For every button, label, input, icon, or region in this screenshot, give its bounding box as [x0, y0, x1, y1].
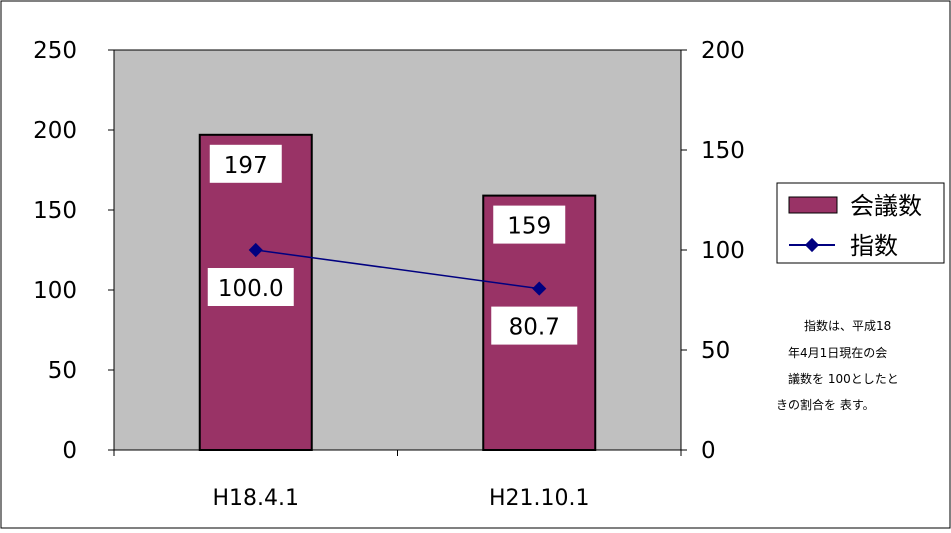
- index-data-label-0: 100.0: [218, 276, 284, 302]
- right-tick-label-1: 50: [701, 338, 730, 364]
- annotation-line-3: 議数を 100としたと: [788, 371, 899, 386]
- index-data-label-1-box: [491, 306, 578, 345]
- left-tick-label-1: 50: [48, 358, 77, 384]
- legend-bar-swatch: [788, 196, 838, 214]
- legend: 会議数 指数: [776, 182, 945, 264]
- bar-data-label-0-box: [209, 144, 282, 183]
- right-tick-label-0: 0: [701, 438, 716, 464]
- legend-box: [776, 182, 945, 264]
- left-tick-label-4: 200: [33, 118, 77, 144]
- annotation-line-2: 年4月1日現在の会: [788, 346, 887, 360]
- left-tick-label-3: 150: [33, 198, 77, 224]
- bar-data-label-1: 159: [507, 214, 551, 240]
- right-tick-label-4: 200: [701, 38, 745, 64]
- x-tick-label-1: H21.10.1: [489, 486, 590, 511]
- index-line: [255, 249, 540, 290]
- x-tick-label-0: H18.4.1: [212, 486, 299, 511]
- index-point-1: [532, 281, 547, 296]
- index-data-label-0-box: [207, 268, 294, 306]
- legend-bar-label: 会議数: [850, 192, 922, 220]
- index-data-label-1: 80.7: [509, 315, 560, 341]
- annotation-line-4: きの割合を 表す。: [776, 397, 875, 412]
- bar-data-label-0: 197: [224, 153, 268, 179]
- legend-line-marker: [804, 237, 820, 253]
- bar-data-label-1-box: [493, 205, 566, 244]
- annotation: 指数は、平成18 年4月1日現在の会 議数を 100としたと きの割合を 表す。: [776, 318, 899, 412]
- index-point-0: [248, 242, 263, 258]
- annotation-line-1: 指数は、平成18: [804, 318, 891, 333]
- legend-line-label: 指数: [850, 232, 898, 260]
- left-tick-label-5: 250: [33, 38, 77, 64]
- left-tick-label-2: 100: [33, 278, 77, 304]
- right-tick-label-2: 100: [701, 238, 745, 264]
- left-tick-label-0: 0: [62, 438, 77, 464]
- right-tick-label-3: 150: [701, 138, 745, 164]
